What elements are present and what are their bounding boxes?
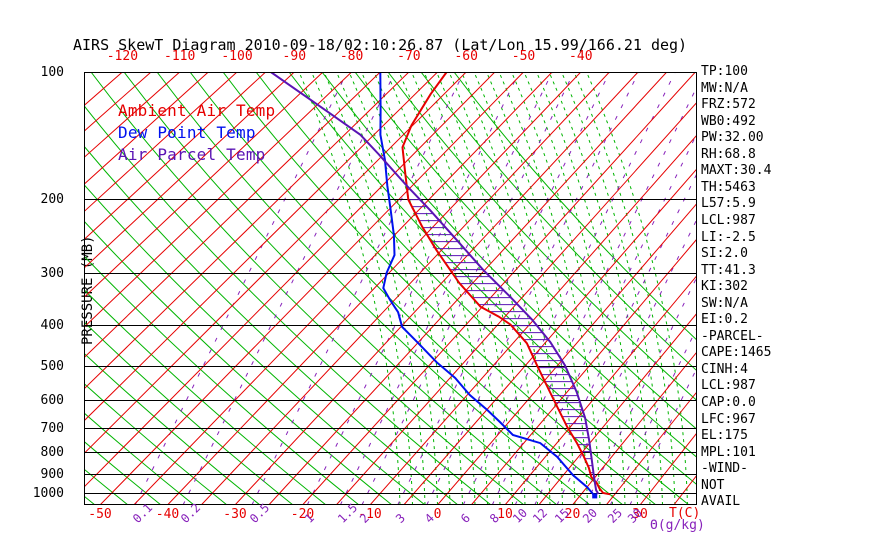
top-axis-label: -40 (569, 49, 593, 64)
panel-line: TP:100 (701, 64, 748, 79)
pressure-label: 800 (40, 445, 64, 461)
legend-item: Air Parcel Temp (118, 145, 266, 164)
panel-line: LFC:967 (701, 411, 756, 427)
panel-line: CAP:0.0 (701, 395, 756, 410)
legend-item: Dew Point Temp (118, 123, 256, 142)
pressure-label: 200 (40, 191, 64, 207)
chart-title: AIRS SkewT Diagram 2010-09-18/02:10:26.8… (73, 36, 688, 54)
panel-line: LCL:987 (701, 212, 756, 228)
isotherms (84, 72, 697, 505)
panel-line: MW:N/A (701, 80, 748, 96)
top-axis-label: -110 (164, 49, 196, 64)
mixing-ratio-unit-label: Θ(g/kg) (650, 518, 705, 533)
pressure-label: 500 (40, 359, 64, 375)
panel-line: -PARCEL- (701, 328, 764, 344)
bottom-temp-label: -10 (358, 507, 382, 522)
panel-line: WB0:492 (701, 113, 756, 129)
top-axis-label: -120 (106, 49, 139, 64)
bottom-temp-label: -50 (88, 507, 112, 522)
pressure-label: 600 (40, 392, 64, 408)
plot-border (84, 72, 697, 505)
panel-line: TT:41.3 (701, 262, 756, 278)
top-axis-label: -100 (221, 49, 253, 64)
cape-hatch (408, 199, 594, 474)
top-axis-label: -60 (454, 49, 478, 64)
mixing-ratio-label: 6 (458, 510, 474, 526)
panel-line: CAPE:1465 (701, 345, 772, 361)
panel-line: LCL:987 (701, 378, 756, 394)
legend-item: Ambient Air Temp (118, 101, 276, 120)
skewt-plot-area (84, 72, 697, 505)
bottom-temp-label: 30 (632, 507, 648, 522)
panel-line: FRZ:572 (701, 97, 756, 113)
panel-line: EI:0.2 (701, 312, 748, 328)
bottom-temp-label: -20 (290, 507, 315, 522)
panel-line: AVAIL (701, 494, 741, 510)
top-axis-label: -50 (511, 49, 536, 64)
mixing-ratio-label: 3 (392, 510, 408, 526)
bottom-temp-label: 20 (564, 507, 581, 522)
panel-line: CINH:4 (701, 361, 748, 377)
panel-line: SW:N/A (701, 295, 748, 311)
air-parcel-temp-curve (270, 72, 600, 495)
temp-axis-unit-label: T(C) (669, 506, 701, 521)
panel-line: MAXT:30.4 (701, 163, 772, 179)
pressure-label: 700 (40, 420, 64, 436)
panel-line: KI:302 (701, 279, 748, 295)
panel-line: PW:32.00 (701, 130, 764, 146)
panel-line: SI:2.0 (701, 246, 748, 262)
panel-line: -WIND- (701, 461, 748, 477)
mixing-ratio-label: 12 (529, 505, 550, 526)
pressure-label: 100 (40, 65, 64, 80)
surface-dewpoint-marker (592, 493, 598, 499)
bottom-temp-label: 10 (497, 507, 513, 522)
plot-layers (84, 72, 697, 505)
bottom-temp-label: -40 (155, 507, 180, 522)
pressure-label: 1000 (32, 486, 64, 501)
panel-line: NOT (701, 477, 725, 493)
panel-line: MPL:101 (701, 444, 756, 460)
panel-line: EL:175 (701, 428, 748, 444)
top-axis-label: -70 (397, 49, 421, 64)
mixing-ratio-lines (134, 72, 697, 505)
panel-line: LI:-2.5 (701, 229, 756, 245)
pressure-label: 900 (40, 466, 64, 482)
pressure-label: 300 (40, 265, 64, 281)
panel-line: TH:5463 (701, 179, 756, 195)
panel-line: RH:68.8 (701, 146, 756, 162)
panel-line: L57:5.9 (701, 196, 756, 212)
top-axis-label: -90 (282, 49, 307, 64)
ambient-air-temp-curve (401, 72, 611, 496)
dew-point-temp-curve (379, 72, 596, 497)
dry-adiabats (84, 72, 697, 505)
top-axis-label: -80 (339, 49, 364, 64)
bottom-temp-label: 0 (433, 507, 442, 522)
bottom-temp-label: -30 (223, 507, 247, 522)
pressure-label: 400 (40, 318, 64, 334)
